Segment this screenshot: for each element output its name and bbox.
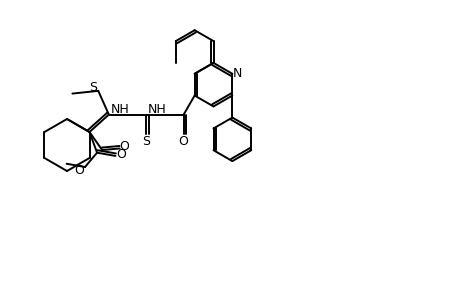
Text: NH: NH (110, 103, 129, 116)
Text: S: S (142, 135, 150, 148)
Text: NH: NH (147, 103, 166, 116)
Text: S: S (89, 81, 97, 94)
Text: N: N (232, 67, 241, 80)
Text: O: O (178, 135, 188, 148)
Text: O: O (74, 164, 84, 178)
Text: O: O (119, 140, 129, 153)
Text: O: O (116, 148, 126, 161)
